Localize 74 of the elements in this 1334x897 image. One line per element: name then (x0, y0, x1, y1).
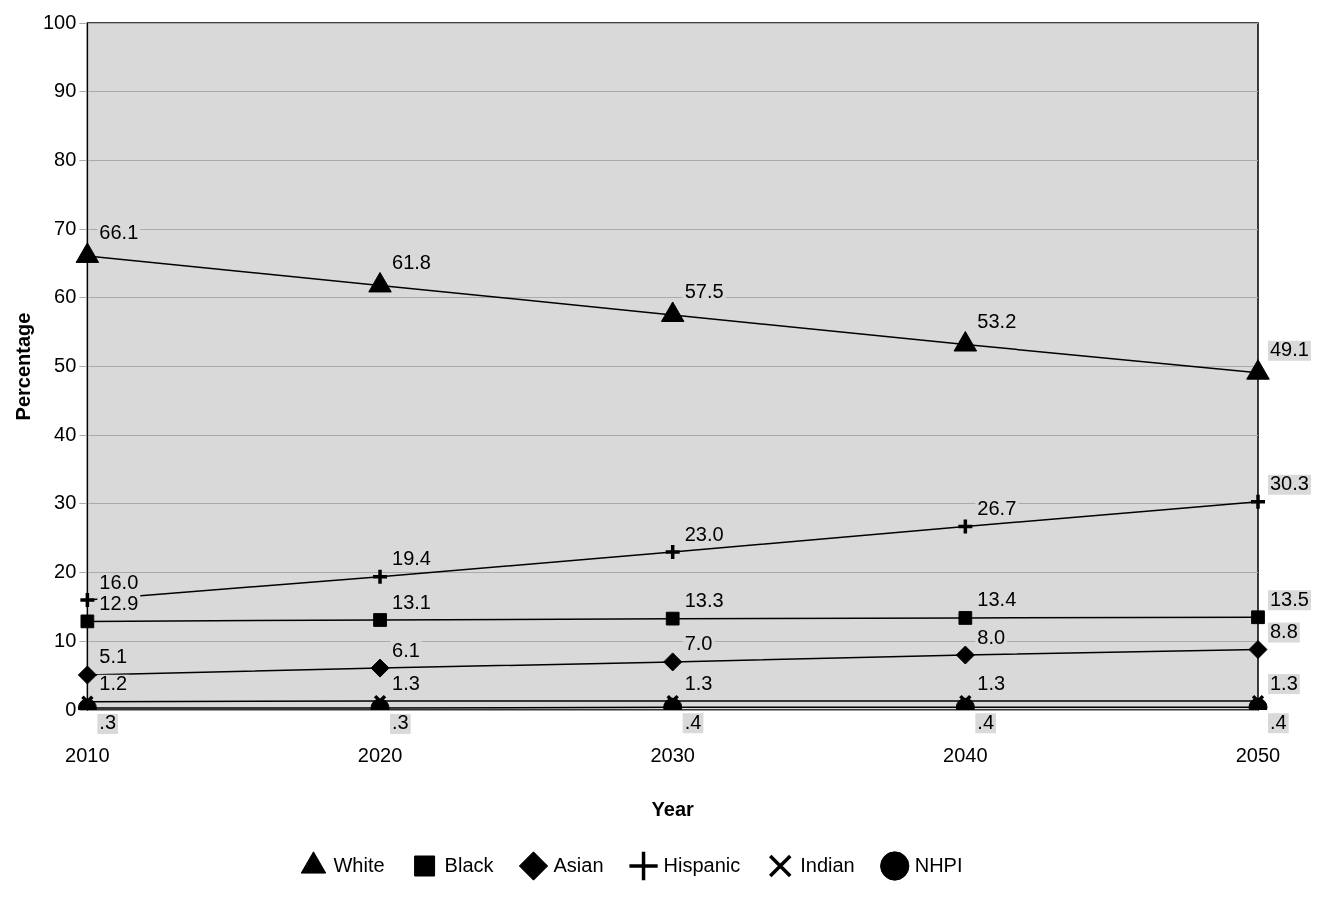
data-label: 1.3 (392, 671, 420, 694)
x-tick-label: 2030 (650, 743, 695, 766)
data-label: .3 (392, 711, 409, 734)
data-label: 61.8 (392, 250, 431, 273)
legend-label: Indian (800, 853, 855, 876)
data-label: 5.1 (99, 645, 128, 668)
data-label: 8.8 (1270, 620, 1298, 643)
data-label: 1.2 (99, 672, 128, 695)
y-tick-label: 70 (54, 216, 77, 239)
data-label: 1.3 (684, 671, 713, 694)
point (368, 271, 392, 293)
data-label: 30.3 (1270, 472, 1309, 495)
point (371, 567, 389, 586)
point (75, 242, 100, 263)
y-tick-label: 90 (54, 79, 77, 102)
legend-label: Asian (553, 853, 604, 876)
data-label: .4 (684, 710, 702, 733)
point (80, 614, 95, 629)
y-tick-label: 20 (54, 560, 77, 583)
x-tick-label: 2040 (943, 743, 988, 766)
data-label: 1.3 (1270, 671, 1298, 694)
legend-label: White (333, 853, 385, 876)
data-label: 13.5 (1270, 587, 1309, 610)
y-tick-label: 30 (54, 491, 77, 514)
data-label: .4 (977, 710, 995, 733)
point (955, 645, 975, 665)
data-label: 8.0 (977, 625, 1006, 648)
point (660, 301, 685, 322)
point (663, 543, 682, 561)
legend-label: Black (444, 853, 495, 876)
y-tick-label: 80 (54, 147, 77, 170)
legend-label: NHPI (914, 853, 963, 876)
legend-label: Hispanic (663, 853, 741, 876)
data-label: 13.1 (392, 590, 431, 613)
point (953, 331, 978, 352)
point (1248, 640, 1268, 660)
point (958, 611, 973, 625)
point (1249, 493, 1267, 511)
data-label: .3 (99, 711, 117, 734)
data-label: .4 (1270, 710, 1287, 733)
y-tick-label: 50 (54, 354, 77, 377)
point (1251, 610, 1265, 625)
y-tick-label: 10 (54, 628, 77, 651)
point (1246, 359, 1270, 380)
point (665, 611, 680, 626)
data-label: 49.1 (1270, 338, 1309, 361)
point (78, 591, 97, 609)
data-label: 7.0 (684, 632, 713, 655)
x-axis-title: Year (651, 797, 695, 820)
data-label: 53.2 (977, 310, 1017, 333)
point (956, 517, 975, 536)
y-tick-label: 100 (42, 10, 77, 33)
data-label: 13.3 (684, 589, 724, 612)
y-tick-label: 0 (65, 697, 77, 720)
y-tick-label: 60 (54, 285, 77, 308)
x-tick-label: 2050 (1235, 743, 1281, 766)
y-axis-title: Percentage (11, 312, 34, 421)
x-tick-label: 2010 (65, 743, 110, 766)
y-tick-label: 40 (54, 422, 77, 445)
point (77, 665, 97, 685)
point (373, 613, 387, 627)
data-label: 1.3 (977, 671, 1006, 694)
point (370, 658, 390, 678)
point (663, 652, 683, 672)
data-label: 16.0 (99, 570, 139, 593)
data-label: 19.4 (392, 547, 431, 570)
data-label: 6.1 (392, 638, 420, 661)
x-tick-label: 2020 (357, 743, 403, 766)
data-label: 57.5 (684, 280, 724, 303)
data-label: 26.7 (977, 497, 1017, 520)
data-label: 12.9 (99, 591, 139, 614)
data-label: 66.1 (99, 221, 139, 244)
data-label: 13.4 (977, 588, 1017, 611)
data-label: 23.0 (684, 522, 724, 545)
